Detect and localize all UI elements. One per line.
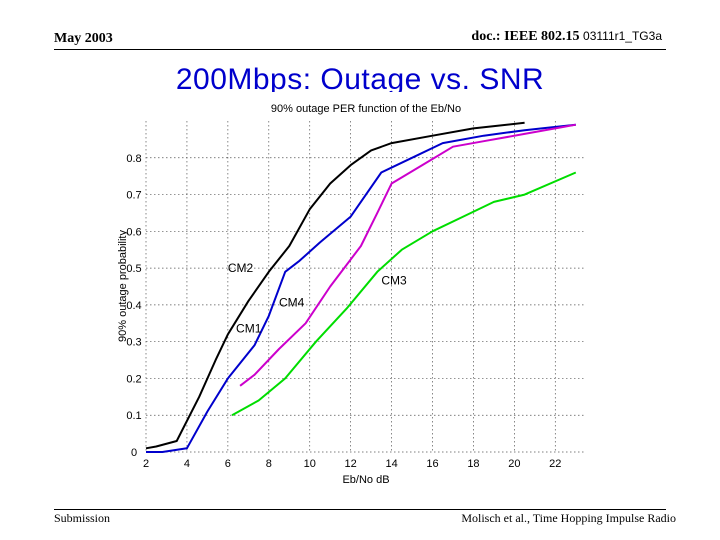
y-tick-label: 0.7: [126, 190, 141, 202]
series-line-cm3: [231, 171, 577, 417]
footer-right: Molisch et al., Time Hopping Impulse Rad…: [461, 511, 676, 525]
series-line-cm4: [239, 123, 576, 387]
chart-axes: 2 4 6 8 10 12 14 16 18 20 22 0 0.1 0.2 0.3 0.4 0.5 0.6 0.7…: [126, 153, 561, 470]
y-tick-label: 0: [131, 447, 137, 459]
x-tick-label: 6: [225, 458, 231, 470]
series-line-cm1: [145, 121, 525, 450]
series-label-cm1: CM1: [236, 321, 262, 335]
footer-left: Submission: [54, 511, 111, 525]
header-doc-number: 03111r1_TG3a: [583, 29, 662, 43]
header-doc-id: doc.: IEEE 802.15 03111r1_TG3a: [471, 29, 662, 45]
x-tick-label: 22: [549, 458, 561, 470]
slide-title: 200Mbps: Outage vs. SNR: [175, 63, 545, 92]
y-tick-label: 0.1: [126, 410, 141, 422]
chart-labels: CM1 CM2 CM4 CM3: [228, 261, 407, 336]
x-tick-label: 18: [467, 458, 479, 470]
chart-grid: [145, 121, 586, 453]
y-axis-label: 90% outage probability: [117, 230, 129, 342]
footer-rule: [54, 509, 666, 510]
x-tick-label: 8: [266, 458, 272, 470]
y-tick-label: 0.3: [126, 337, 141, 349]
x-tick-label: 14: [385, 458, 397, 470]
series-line-cm2: [146, 123, 576, 453]
series-label-cm3: CM3: [381, 274, 407, 288]
chart-series: [145, 121, 577, 453]
x-tick-label: 20: [508, 458, 520, 470]
y-tick-label: 0.8: [126, 153, 141, 165]
y-tick-label: 0.6: [126, 226, 141, 238]
x-tick-label: 2: [143, 458, 149, 470]
series-label-cm2: CM2: [228, 261, 254, 275]
x-tick-label: 16: [426, 458, 438, 470]
header-doc-label: doc.: IEEE 802.15: [471, 29, 580, 44]
x-tick-label: 4: [184, 458, 190, 470]
y-tick-label: 0.4: [126, 300, 141, 312]
x-tick-label: 10: [304, 458, 316, 470]
x-axis-label: Eb/No dB: [342, 474, 389, 486]
y-tick-label: 0.5: [126, 263, 141, 275]
chart-title: 90% outage PER function of the Eb/No: [271, 103, 461, 115]
header-date: May 2003: [54, 31, 113, 46]
y-tick-label: 0.2: [126, 373, 141, 385]
x-tick-label: 12: [345, 458, 357, 470]
series-label-cm4: CM4: [279, 296, 305, 310]
header-rule: [54, 49, 666, 50]
